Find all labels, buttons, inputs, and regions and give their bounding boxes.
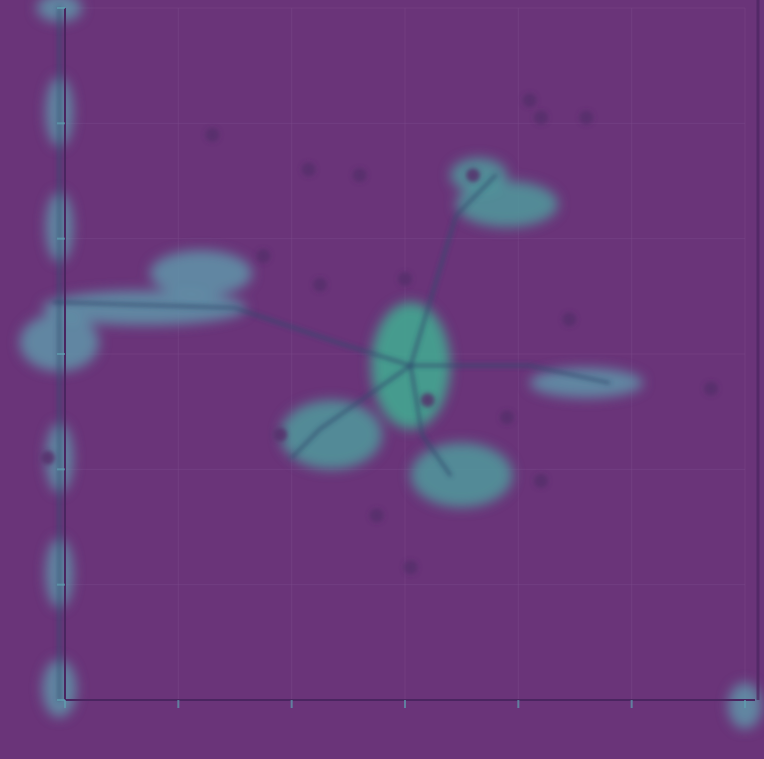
scatter-point-2 — [352, 168, 367, 183]
density-region-6 — [529, 367, 643, 398]
scatter-point-4 — [534, 110, 548, 125]
scatter-point-16 — [273, 427, 288, 442]
scatter-point-6 — [256, 248, 271, 263]
scatter-point-18 — [420, 393, 435, 408]
scatter-point-17 — [41, 450, 55, 465]
scatter-point-5 — [579, 110, 594, 125]
scatter-point-0 — [205, 127, 220, 142]
branch-line-4 — [409, 364, 452, 477]
density-region-7 — [280, 400, 383, 470]
scatter-point-7 — [313, 277, 327, 292]
scatter-point-12 — [500, 410, 514, 425]
scatter-point-11 — [704, 381, 718, 396]
scatter-point-1 — [301, 162, 316, 177]
branch-line-2 — [409, 364, 611, 385]
scatter-point-8 — [398, 272, 412, 287]
scatter-points — [41, 93, 718, 575]
density-region-8 — [410, 442, 513, 508]
branch-line-0 — [409, 173, 498, 368]
density-region-1 — [456, 181, 558, 228]
scatter-point-13 — [534, 473, 548, 488]
scatter-point-15 — [403, 560, 418, 575]
scatter-point-9 — [466, 168, 480, 183]
tick-labels — [57, 7, 746, 708]
density-region-4 — [42, 290, 247, 326]
branch-line-3 — [290, 364, 413, 460]
scatter-point-10 — [562, 312, 577, 327]
scatter-point-14 — [369, 508, 384, 523]
branch-line-1 — [52, 300, 413, 368]
scatter-point-3 — [522, 93, 537, 108]
density-region-3 — [150, 250, 252, 297]
